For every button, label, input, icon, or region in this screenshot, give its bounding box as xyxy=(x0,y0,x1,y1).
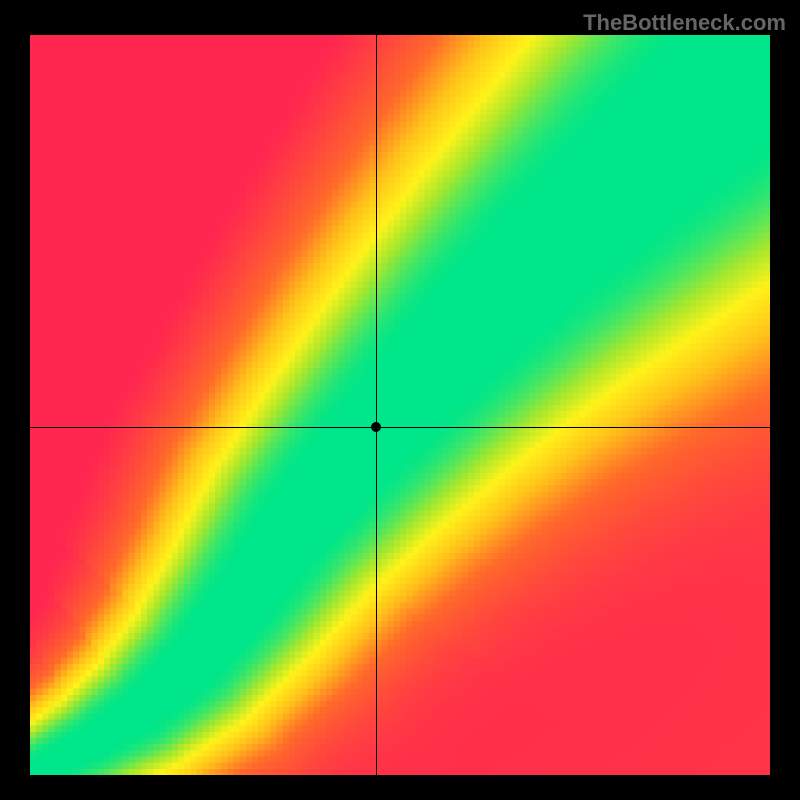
crosshair-horizontal xyxy=(30,427,770,428)
plot-area xyxy=(30,35,770,775)
crosshair-vertical xyxy=(376,35,377,775)
crosshair-marker-dot xyxy=(371,422,381,432)
chart-container: TheBottleneck.com xyxy=(0,0,800,800)
heatmap-canvas xyxy=(30,35,770,775)
watermark-text: TheBottleneck.com xyxy=(583,10,786,36)
